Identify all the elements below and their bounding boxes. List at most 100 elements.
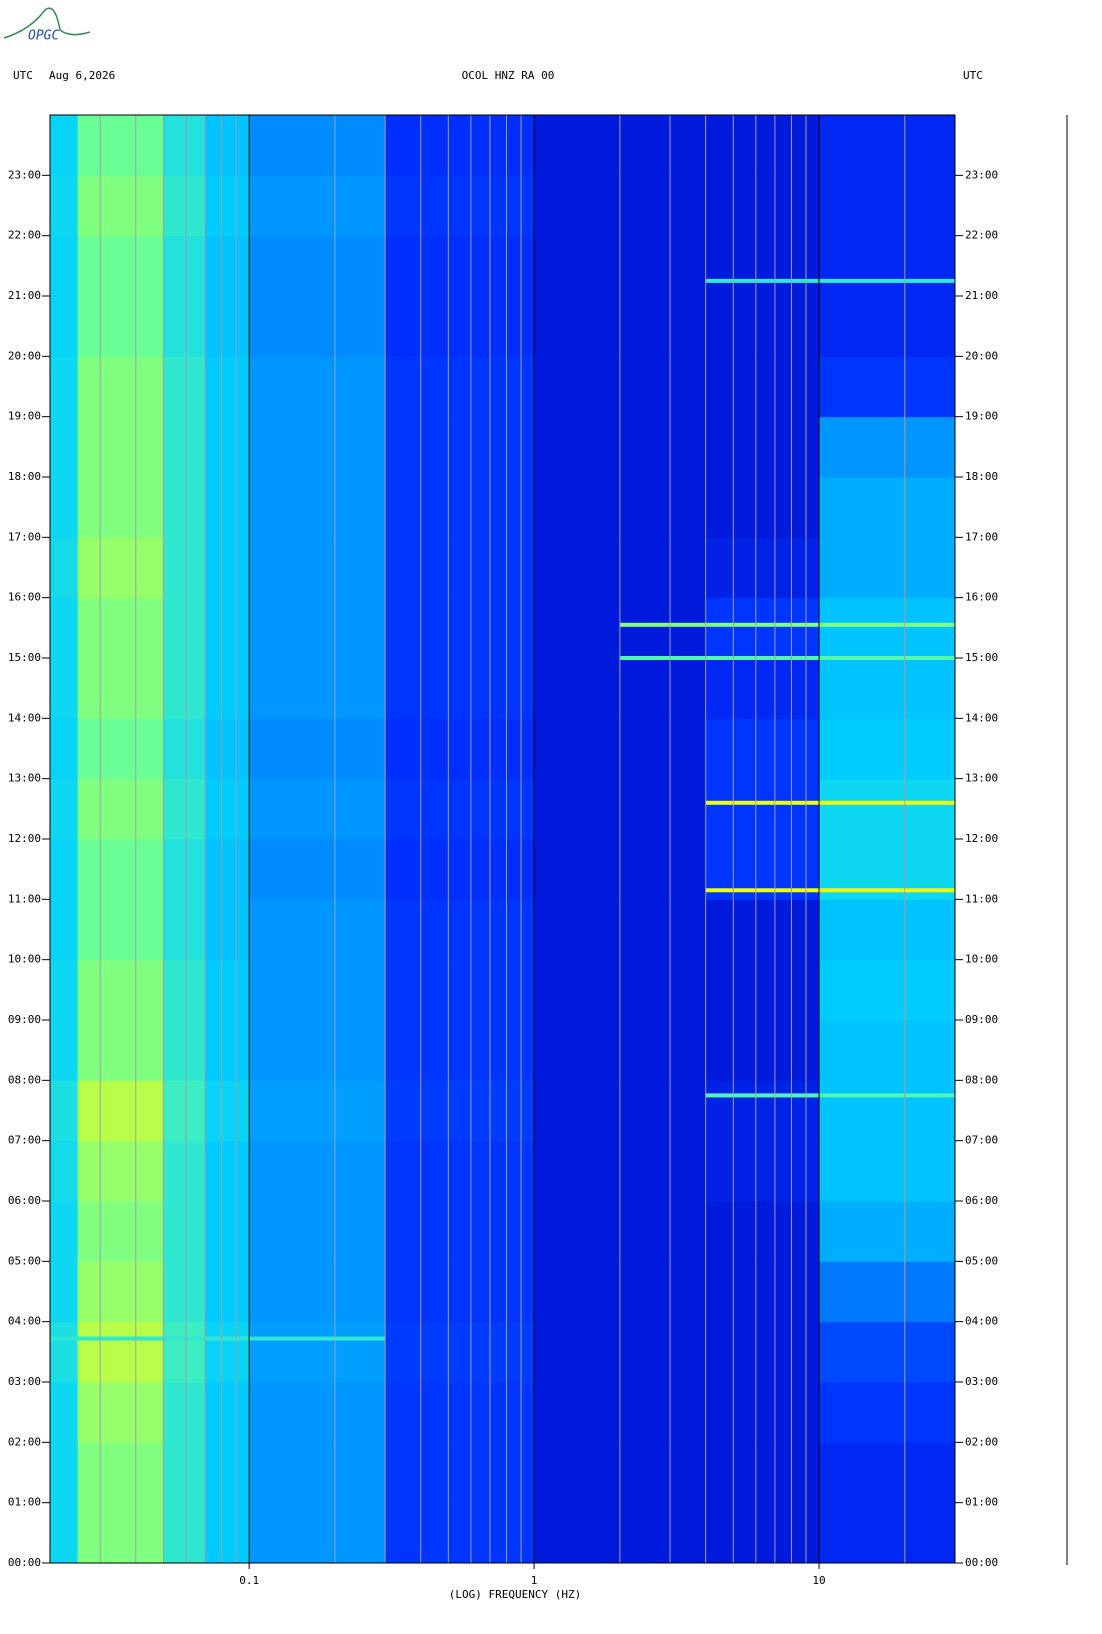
cell [385,597,535,659]
y-tick-label: 15:00 [8,651,41,664]
cell [249,778,386,840]
cell [77,839,164,900]
cell [249,296,386,357]
cell [205,1382,250,1443]
cell [163,356,206,418]
y-tick-label: 18:00 [8,470,41,483]
cell [163,1020,206,1081]
y-tick-label: 16:00 [8,591,41,604]
cell [163,718,206,780]
cell [819,235,956,297]
y-tick-label: 13:00 [8,772,41,785]
y-tick-label: 06:00 [8,1194,41,1207]
cell [705,537,820,599]
cell [205,658,250,719]
y-tick-label: 23:00 [8,168,41,181]
cell [249,1261,386,1323]
cell [249,175,386,237]
cell [819,537,956,599]
cell [385,115,535,176]
cell [77,1140,164,1202]
cell [819,1020,956,1081]
cell [705,477,820,538]
cell [205,235,250,297]
cell [819,778,956,840]
cell [385,1020,535,1081]
cell [163,959,206,1021]
y-tick-label: 10:00 [8,953,41,966]
y-tick-label: 17:00 [965,530,998,543]
cell [50,416,79,478]
cell [205,778,250,840]
cell [249,115,386,176]
y-tick-label: 02:00 [8,1435,41,1448]
cell [249,658,386,719]
cell [249,1442,386,1504]
event-streak [705,800,955,805]
cell [819,1321,956,1383]
cell [205,597,250,659]
cell [163,839,206,900]
cell [249,477,386,538]
cell [385,477,535,538]
cell [77,1080,164,1142]
cell [819,1261,956,1323]
cell [205,1261,250,1323]
cell [385,718,535,780]
y-tick-label: 06:00 [965,1194,998,1207]
cell [77,597,164,659]
cell [819,959,956,1021]
cell [819,477,956,538]
cell [50,839,79,900]
cell [705,115,820,176]
event-streak [50,1336,386,1341]
chart-title: OCOL HNZ RA 00 [462,69,555,82]
y-tick-label: 16:00 [965,591,998,604]
y-tick-label: 21:00 [8,289,41,302]
cell [77,1261,164,1323]
cell [819,1442,956,1504]
y-tick-label: 20:00 [8,349,41,362]
y-tick-label: 18:00 [965,470,998,483]
plot-frame [49,114,956,1564]
cell [77,778,164,840]
y-tick-label: 00:00 [965,1556,998,1569]
cell [385,778,535,840]
cell [163,477,206,538]
y-tick-label: 10:00 [965,953,998,966]
cell [205,1321,250,1383]
y-tick-label: 07:00 [965,1134,998,1147]
header-zone: UTC [963,69,983,82]
cell [77,296,164,357]
cell [385,1321,535,1383]
cell [163,1442,206,1504]
cell [705,778,820,840]
cell [205,356,250,418]
cell [205,1020,250,1081]
logo: OPGC [28,29,59,44]
y-tick-label: 12:00 [965,832,998,845]
cell [249,356,386,418]
cell [705,296,820,357]
cell [705,1382,820,1443]
cell [705,1080,820,1142]
cell [50,356,79,418]
cell [705,1261,820,1323]
cell [819,899,956,961]
cell [205,1502,250,1564]
cell [705,1020,820,1081]
header-zone: UTC [13,69,33,82]
x-tick-label: 1 [531,1574,538,1587]
cell [50,1261,79,1323]
cell [163,778,206,840]
y-tick-label: 12:00 [8,832,41,845]
cell [249,959,386,1021]
cell [385,899,535,961]
cell [163,235,206,297]
cell [77,1382,164,1443]
cell [819,1140,956,1202]
y-tick-label: 11:00 [965,892,998,905]
cell [705,1140,820,1202]
cell [163,899,206,961]
cell [819,597,956,659]
